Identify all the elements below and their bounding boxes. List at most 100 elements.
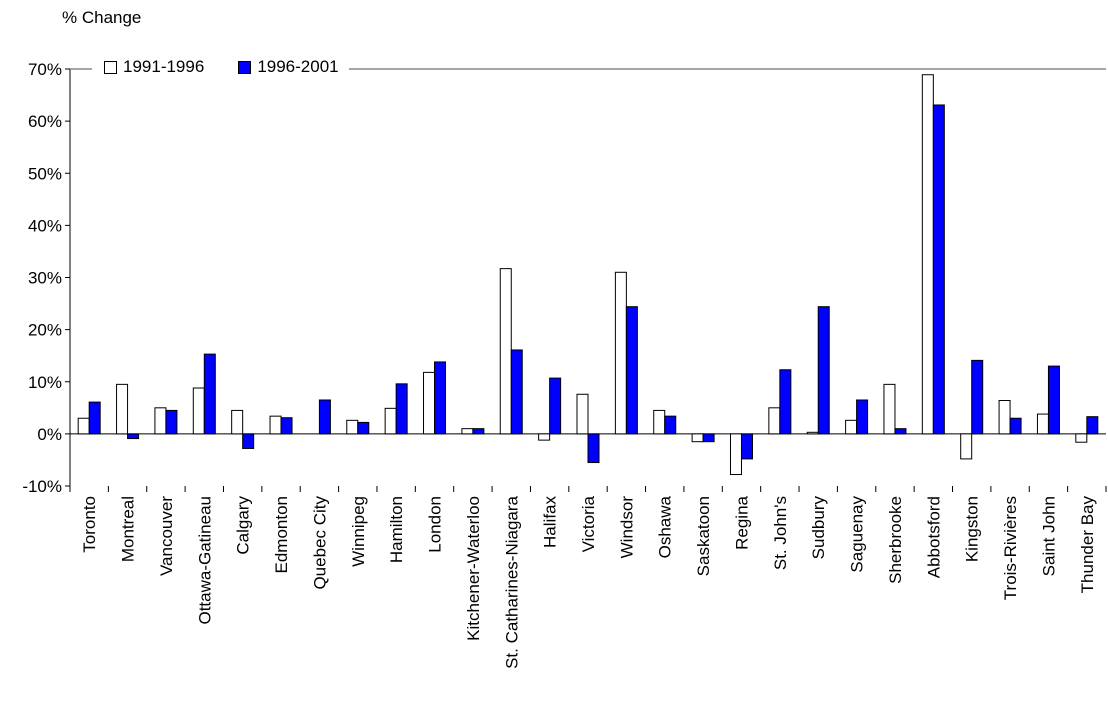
legend: 1991-1996 1996-2001 <box>92 57 349 77</box>
x-tick-label: Thunder Bay <box>1078 496 1097 594</box>
bar-series-1 <box>384 407 397 435</box>
x-tick-label: Toronto <box>80 496 99 553</box>
bar-series-1 <box>269 415 282 435</box>
x-tick-label: Halifax <box>541 496 560 548</box>
legend-swatch-series-2 <box>238 60 252 74</box>
x-tick-label: Vancouver <box>157 496 176 576</box>
bar-series-2 <box>1009 417 1022 435</box>
y-tick-label: 10% <box>28 373 62 392</box>
y-axis-title: % Change <box>62 8 142 27</box>
bar-series-2 <box>280 417 293 435</box>
bar-series-2 <box>894 428 907 435</box>
legend-label-series-2: 1996-2001 <box>257 57 339 76</box>
bar-series-1 <box>154 407 167 435</box>
bar-series-1 <box>77 417 90 435</box>
bars <box>77 74 1099 476</box>
bar-series-2 <box>242 433 255 449</box>
y-tick-label: 30% <box>28 269 62 288</box>
bar-series-2 <box>549 377 562 435</box>
bar-series-2 <box>779 369 792 435</box>
bar-series-2 <box>472 428 485 435</box>
bar-series-2 <box>434 361 447 435</box>
x-tick-label: Montreal <box>119 496 138 562</box>
bar-series-2 <box>664 415 677 435</box>
bar-series-1 <box>499 268 512 435</box>
y-tick-label: 20% <box>28 321 62 340</box>
x-tick-label: Oshawa <box>656 495 675 558</box>
bar-series-2 <box>932 104 945 435</box>
bar-series-1 <box>192 387 205 435</box>
x-tick-label: Saint John <box>1039 496 1058 576</box>
bar-series-2 <box>587 433 600 464</box>
legend-item-series-2: 1996-2001 <box>238 57 339 77</box>
bar-series-2 <box>740 433 753 460</box>
bar-series-1 <box>845 419 858 435</box>
bar-series-1 <box>346 419 359 435</box>
bar-series-1 <box>576 393 589 435</box>
bar-series-2 <box>702 433 715 443</box>
y-tick-label: 40% <box>28 216 62 235</box>
x-tick-label: Kitchener-Waterloo <box>464 496 483 641</box>
bar-series-1 <box>691 433 704 443</box>
bar-series-2 <box>165 409 178 435</box>
bar-series-1 <box>614 271 627 435</box>
bar-series-1 <box>461 428 474 435</box>
y-tick-label: -10% <box>22 477 62 496</box>
bar-series-1 <box>653 409 666 435</box>
x-tick-label: Regina <box>732 495 751 549</box>
legend-item-series-1: 1991-1996 <box>104 57 204 77</box>
x-tick-label: Abbotsford <box>924 496 943 578</box>
bar-series-1 <box>729 433 742 476</box>
bar-series-2 <box>88 401 101 435</box>
bar-series-1 <box>116 383 129 435</box>
x-tick-label: Windsor <box>617 496 636 559</box>
x-tick-label: St. Catharines-Niagara <box>502 495 521 668</box>
bar-series-1 <box>538 433 551 441</box>
bar-series-1 <box>768 407 781 435</box>
bar-series-2 <box>203 353 216 435</box>
bar-series-2 <box>1086 416 1099 435</box>
x-tick-label: Hamilton <box>387 496 406 563</box>
x-tick-label: Victoria <box>579 495 598 552</box>
bar-series-2 <box>625 306 638 435</box>
x-tick-label: Saskatoon <box>694 496 713 576</box>
bar-series-2 <box>817 306 830 435</box>
bar-series-1 <box>1075 433 1088 443</box>
x-tick-label: Trois-Rivières <box>1001 496 1020 600</box>
y-tick-label: 0% <box>37 425 62 444</box>
bar-series-2 <box>357 421 370 435</box>
bar-series-2 <box>856 399 869 435</box>
bar-series-2 <box>971 359 984 435</box>
x-tick-label: London <box>426 496 445 553</box>
bar-series-1 <box>231 409 244 435</box>
bar-series-1 <box>1036 413 1049 435</box>
x-tick-label: Sherbrooke <box>886 496 905 584</box>
y-tick-labels: 70% 60% 50% 40% 30% 20% 10% 0% -10% <box>22 60 70 496</box>
x-tick-label: Quebec City <box>310 496 329 590</box>
bar-series-1 <box>921 74 934 435</box>
y-tick-label: 50% <box>28 164 62 183</box>
bar-series-1 <box>806 431 819 435</box>
x-tick-label: Kingston <box>963 496 982 562</box>
x-tick-label: Ottawa-Gatineau <box>195 496 214 625</box>
bar-series-1 <box>998 400 1011 435</box>
x-tick-label: Calgary <box>234 496 253 555</box>
legend-label-series-1: 1991-1996 <box>123 57 205 76</box>
y-tick-label: 70% <box>28 60 62 79</box>
bar-series-1 <box>423 371 436 435</box>
x-tick-label: Winnipeg <box>349 496 368 567</box>
x-tick-label: Saguenay <box>848 496 867 573</box>
x-tick-label: St. John's <box>771 496 790 570</box>
bar-series-1 <box>960 433 973 460</box>
legend-swatch-series-1 <box>104 60 117 74</box>
x-tick-labels: Toronto Montreal Vancouver Ottawa-Gatineau C… <box>69 486 1107 669</box>
bar-series-2 <box>127 433 140 440</box>
bar-series-1 <box>883 383 896 435</box>
x-tick-label: Edmonton <box>272 496 291 574</box>
bar-series-2 <box>1047 365 1060 435</box>
bar-series-2 <box>318 399 331 435</box>
x-tick-label: Sudbury <box>809 496 828 560</box>
y-tick-label: 60% <box>28 112 62 131</box>
bar-series-2 <box>510 349 523 435</box>
